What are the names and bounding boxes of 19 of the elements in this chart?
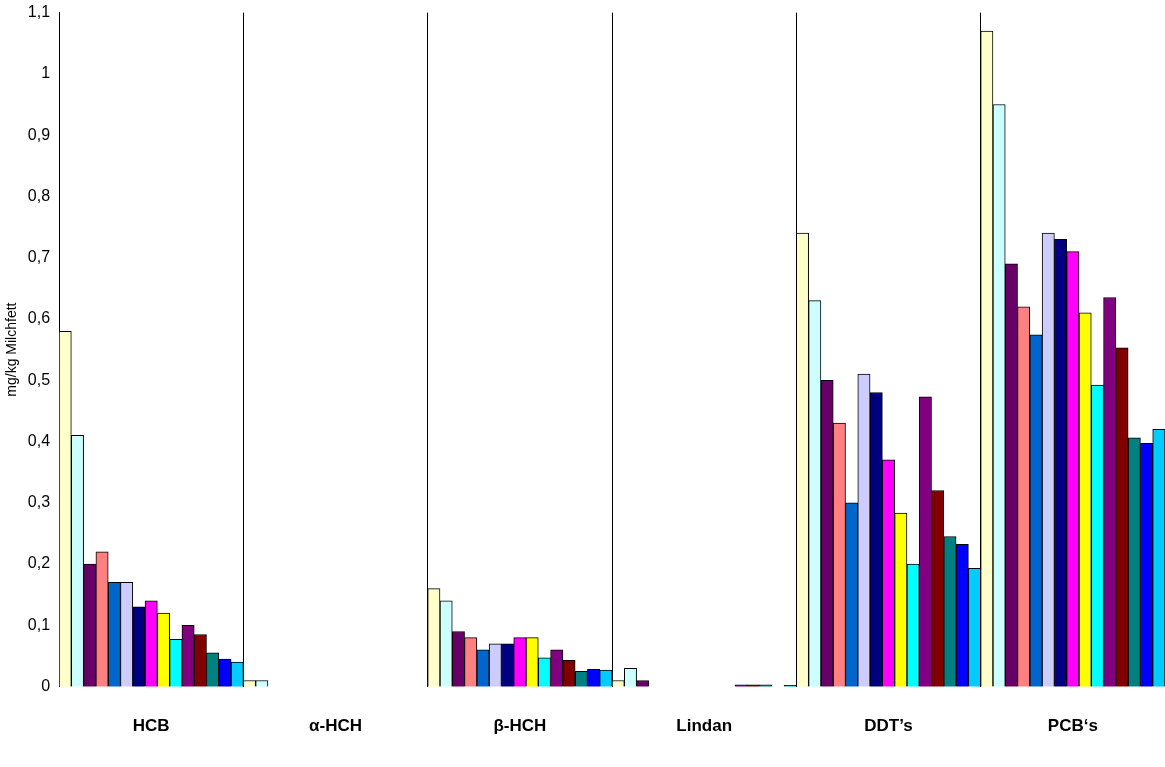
y-tick-label: 0,1 <box>27 615 51 633</box>
y-tick-label: 0,8 <box>27 186 51 204</box>
y-tick-label: 0,9 <box>27 125 51 143</box>
y-axis-title: mg/kg Milchfett <box>3 302 20 397</box>
y-tick-label: 1 <box>41 64 51 82</box>
y-tick-label: 0,3 <box>27 493 51 511</box>
y-tick-label: 0,2 <box>27 554 51 572</box>
y-tick-label: 0,4 <box>27 431 51 449</box>
x-tick-label: α-HCH <box>309 716 363 736</box>
y-tick-label: 0 <box>41 677 51 695</box>
x-tick-label: PCB‘s <box>1047 716 1098 736</box>
x-tick-label: Lindan <box>676 716 733 736</box>
y-tick-label: 1,1 <box>27 3 51 21</box>
y-tick-label: 0,6 <box>27 309 51 327</box>
x-tick-label: DDT’s <box>864 716 913 736</box>
x-tick-label: β-HCH <box>493 716 547 736</box>
y-tick-label: 0,7 <box>27 248 51 266</box>
x-tick-label: HCB <box>132 716 170 736</box>
y-tick-label: 0,5 <box>27 370 51 388</box>
